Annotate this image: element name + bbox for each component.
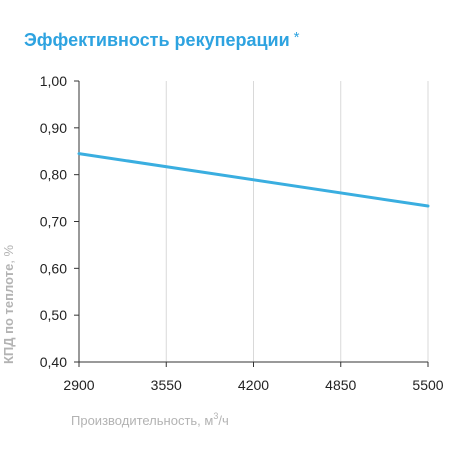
grid-layer xyxy=(165,81,429,362)
x-tick-label: 2900 xyxy=(63,377,94,393)
axes-layer xyxy=(74,80,429,367)
y-axis-title-text: КПД по теплоте xyxy=(1,264,16,364)
chart-title: Эффективность рекуперации * xyxy=(24,29,300,51)
y-tick-label: 0,70 xyxy=(40,214,67,230)
x-axis-title-sup: 3 xyxy=(213,411,218,421)
x-tick-label: 5500 xyxy=(412,377,443,393)
x-tick-label: 3550 xyxy=(151,377,182,393)
x-axis-title: Производительность, м3/ч xyxy=(71,411,229,428)
y-axis-title: КПД по теплоте, % xyxy=(1,244,16,364)
x-axis-title-unit: /ч xyxy=(218,413,228,428)
y-tick-label: 0,50 xyxy=(40,307,67,323)
series-line xyxy=(77,152,430,208)
x-tick-label: 4850 xyxy=(325,377,356,393)
series-layer xyxy=(77,152,430,208)
y-tick-label: 0,40 xyxy=(40,354,67,370)
y-axis-title-unit: , % xyxy=(1,244,16,263)
y-tick-labels: 0,40 0,50 0,60 0,70 0,80 0,90 1,00 xyxy=(40,73,67,370)
y-tick-label: 1,00 xyxy=(40,73,67,89)
x-tick-label: 4200 xyxy=(238,377,269,393)
chart-title-asterisk: * xyxy=(293,29,300,46)
y-tick-label: 0,80 xyxy=(40,167,67,183)
y-tick-label: 0,60 xyxy=(40,260,67,276)
x-tick-labels: 2900 3550 4200 4850 5500 xyxy=(63,377,443,393)
chart-title-text: Эффективность рекуперации xyxy=(24,30,290,50)
y-tick-label: 0,90 xyxy=(40,120,67,136)
x-axis-title-text: Производительность, м xyxy=(71,413,213,428)
